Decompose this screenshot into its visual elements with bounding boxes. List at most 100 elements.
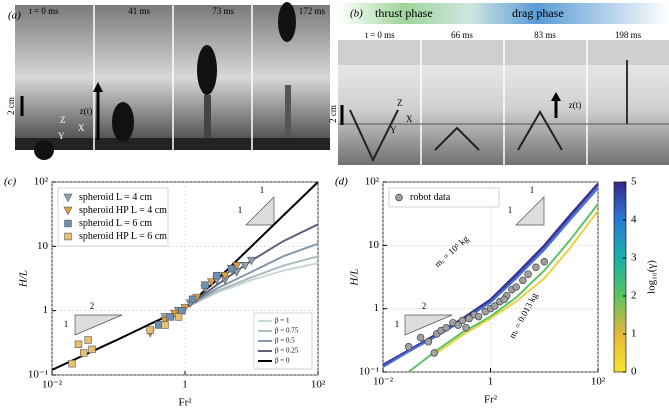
y-tick-label: 10 xyxy=(368,239,380,251)
x-tick-label: 10⁻² xyxy=(373,376,394,388)
body xyxy=(278,2,296,42)
legend-label: β = 1 xyxy=(275,317,290,325)
photo-panel-a: (a) t = 0 ms 41 ms 73 ms 172 ms 2 cm z(t… xyxy=(6,2,330,160)
panel-label: (a) xyxy=(8,10,21,22)
annotation: 1 xyxy=(530,185,535,195)
slope-triangle xyxy=(515,196,545,226)
legend-box xyxy=(388,187,500,208)
point xyxy=(174,313,183,321)
series-line xyxy=(436,210,599,354)
time-label: 83 ms xyxy=(534,30,556,40)
annotation: 2 xyxy=(90,301,95,311)
annotation: mᵣ = 0.013 kg xyxy=(507,291,540,340)
legend-label: spheroid HP L = 4 cm xyxy=(79,205,167,216)
point xyxy=(474,312,483,321)
y-tick-label: 10² xyxy=(365,176,380,188)
body xyxy=(34,140,54,160)
slope-triangle xyxy=(245,196,275,226)
colorbar-tick-label: 1 xyxy=(631,328,637,340)
axis-letter: X xyxy=(406,114,413,124)
y-tick-label: 10² xyxy=(34,176,49,188)
x-tick-label: 10² xyxy=(591,376,606,388)
panel-label: (d) xyxy=(335,176,348,188)
point xyxy=(74,340,83,349)
point xyxy=(465,314,473,323)
time-label: 41 ms xyxy=(128,6,150,16)
time-label: 198 ms xyxy=(615,30,642,40)
arrow-head xyxy=(551,92,561,101)
annotation: 2 xyxy=(422,301,427,311)
y-tick-label: 10⁻¹ xyxy=(28,369,48,381)
legend-swatch xyxy=(63,193,73,203)
height-label: z(t) xyxy=(80,106,93,116)
panel-label: (b) xyxy=(350,8,363,20)
panel-label: (c) xyxy=(4,176,17,188)
point xyxy=(454,321,462,329)
colorbar xyxy=(613,181,627,373)
legend-label: β = 0 xyxy=(275,357,290,365)
point xyxy=(178,306,186,315)
x-tick-label: 1 xyxy=(182,379,188,391)
point xyxy=(146,326,154,334)
x-axis-label: Fr² xyxy=(178,397,192,409)
point xyxy=(88,345,96,354)
point xyxy=(430,349,439,357)
point xyxy=(442,323,450,332)
body xyxy=(112,102,134,142)
colorbar-label: log₁₀(γ) xyxy=(646,260,658,294)
point xyxy=(166,313,174,321)
series-line xyxy=(382,187,599,368)
photo-panel-b: (b) thrust phase drag phase t = 0 ms 66 … xyxy=(328,3,669,165)
phase-label: thrust phase xyxy=(375,6,433,20)
colorbar-tick-label: 4 xyxy=(631,214,637,226)
robot xyxy=(434,126,480,151)
arrow-head xyxy=(93,82,103,92)
legend-label: robot data xyxy=(410,192,451,203)
point xyxy=(206,278,216,287)
legend-label: spheroid L = 6 cm xyxy=(79,218,152,229)
legend-label: spheroid L = 4 cm xyxy=(79,192,152,203)
point xyxy=(154,321,163,329)
legend-box xyxy=(57,187,169,247)
height-label: z(t) xyxy=(569,100,582,110)
legend-label: spheroid HP L = 6 cm xyxy=(79,231,167,242)
y-axis-label: H/L xyxy=(349,268,361,286)
legend-swatch xyxy=(64,232,72,241)
annotation: 1 xyxy=(238,205,243,215)
point xyxy=(246,256,257,266)
time-label: 73 ms xyxy=(212,6,234,16)
point xyxy=(201,281,209,289)
point xyxy=(161,321,169,329)
axis-letter: Y xyxy=(58,131,65,141)
point xyxy=(532,263,540,272)
y-axis-label: H/L xyxy=(18,270,30,288)
x-tick-label: 10² xyxy=(311,379,326,391)
x-axis-label: Fr² xyxy=(484,394,498,406)
jet xyxy=(204,95,211,138)
y-tick-label: 10⁻¹ xyxy=(359,366,379,378)
annotation: 1 xyxy=(508,205,513,215)
colorbar-tick-label: 0 xyxy=(631,366,637,378)
time-label: t = 0 ms xyxy=(29,6,59,16)
legend-label: β = 0.25 xyxy=(275,347,299,355)
point xyxy=(524,270,532,278)
slope-triangle xyxy=(404,314,453,336)
point xyxy=(240,261,250,271)
jet xyxy=(285,85,291,138)
robot xyxy=(517,110,563,151)
point xyxy=(416,333,425,342)
legend-swatch xyxy=(64,219,72,228)
point xyxy=(213,271,221,280)
time-label: t = 0 ms xyxy=(365,30,395,40)
scale-label: 2 cm xyxy=(328,105,338,123)
point xyxy=(458,316,467,325)
series-line xyxy=(382,184,599,366)
x-tick-label: 10⁻² xyxy=(42,379,63,391)
point xyxy=(519,276,527,285)
point xyxy=(404,343,413,351)
annotation: mᵣ = 10⁵ kg xyxy=(432,233,470,269)
legend-swatch xyxy=(395,193,403,202)
y-tick-label: 1 xyxy=(374,302,380,314)
axis-letter: X xyxy=(78,123,85,133)
